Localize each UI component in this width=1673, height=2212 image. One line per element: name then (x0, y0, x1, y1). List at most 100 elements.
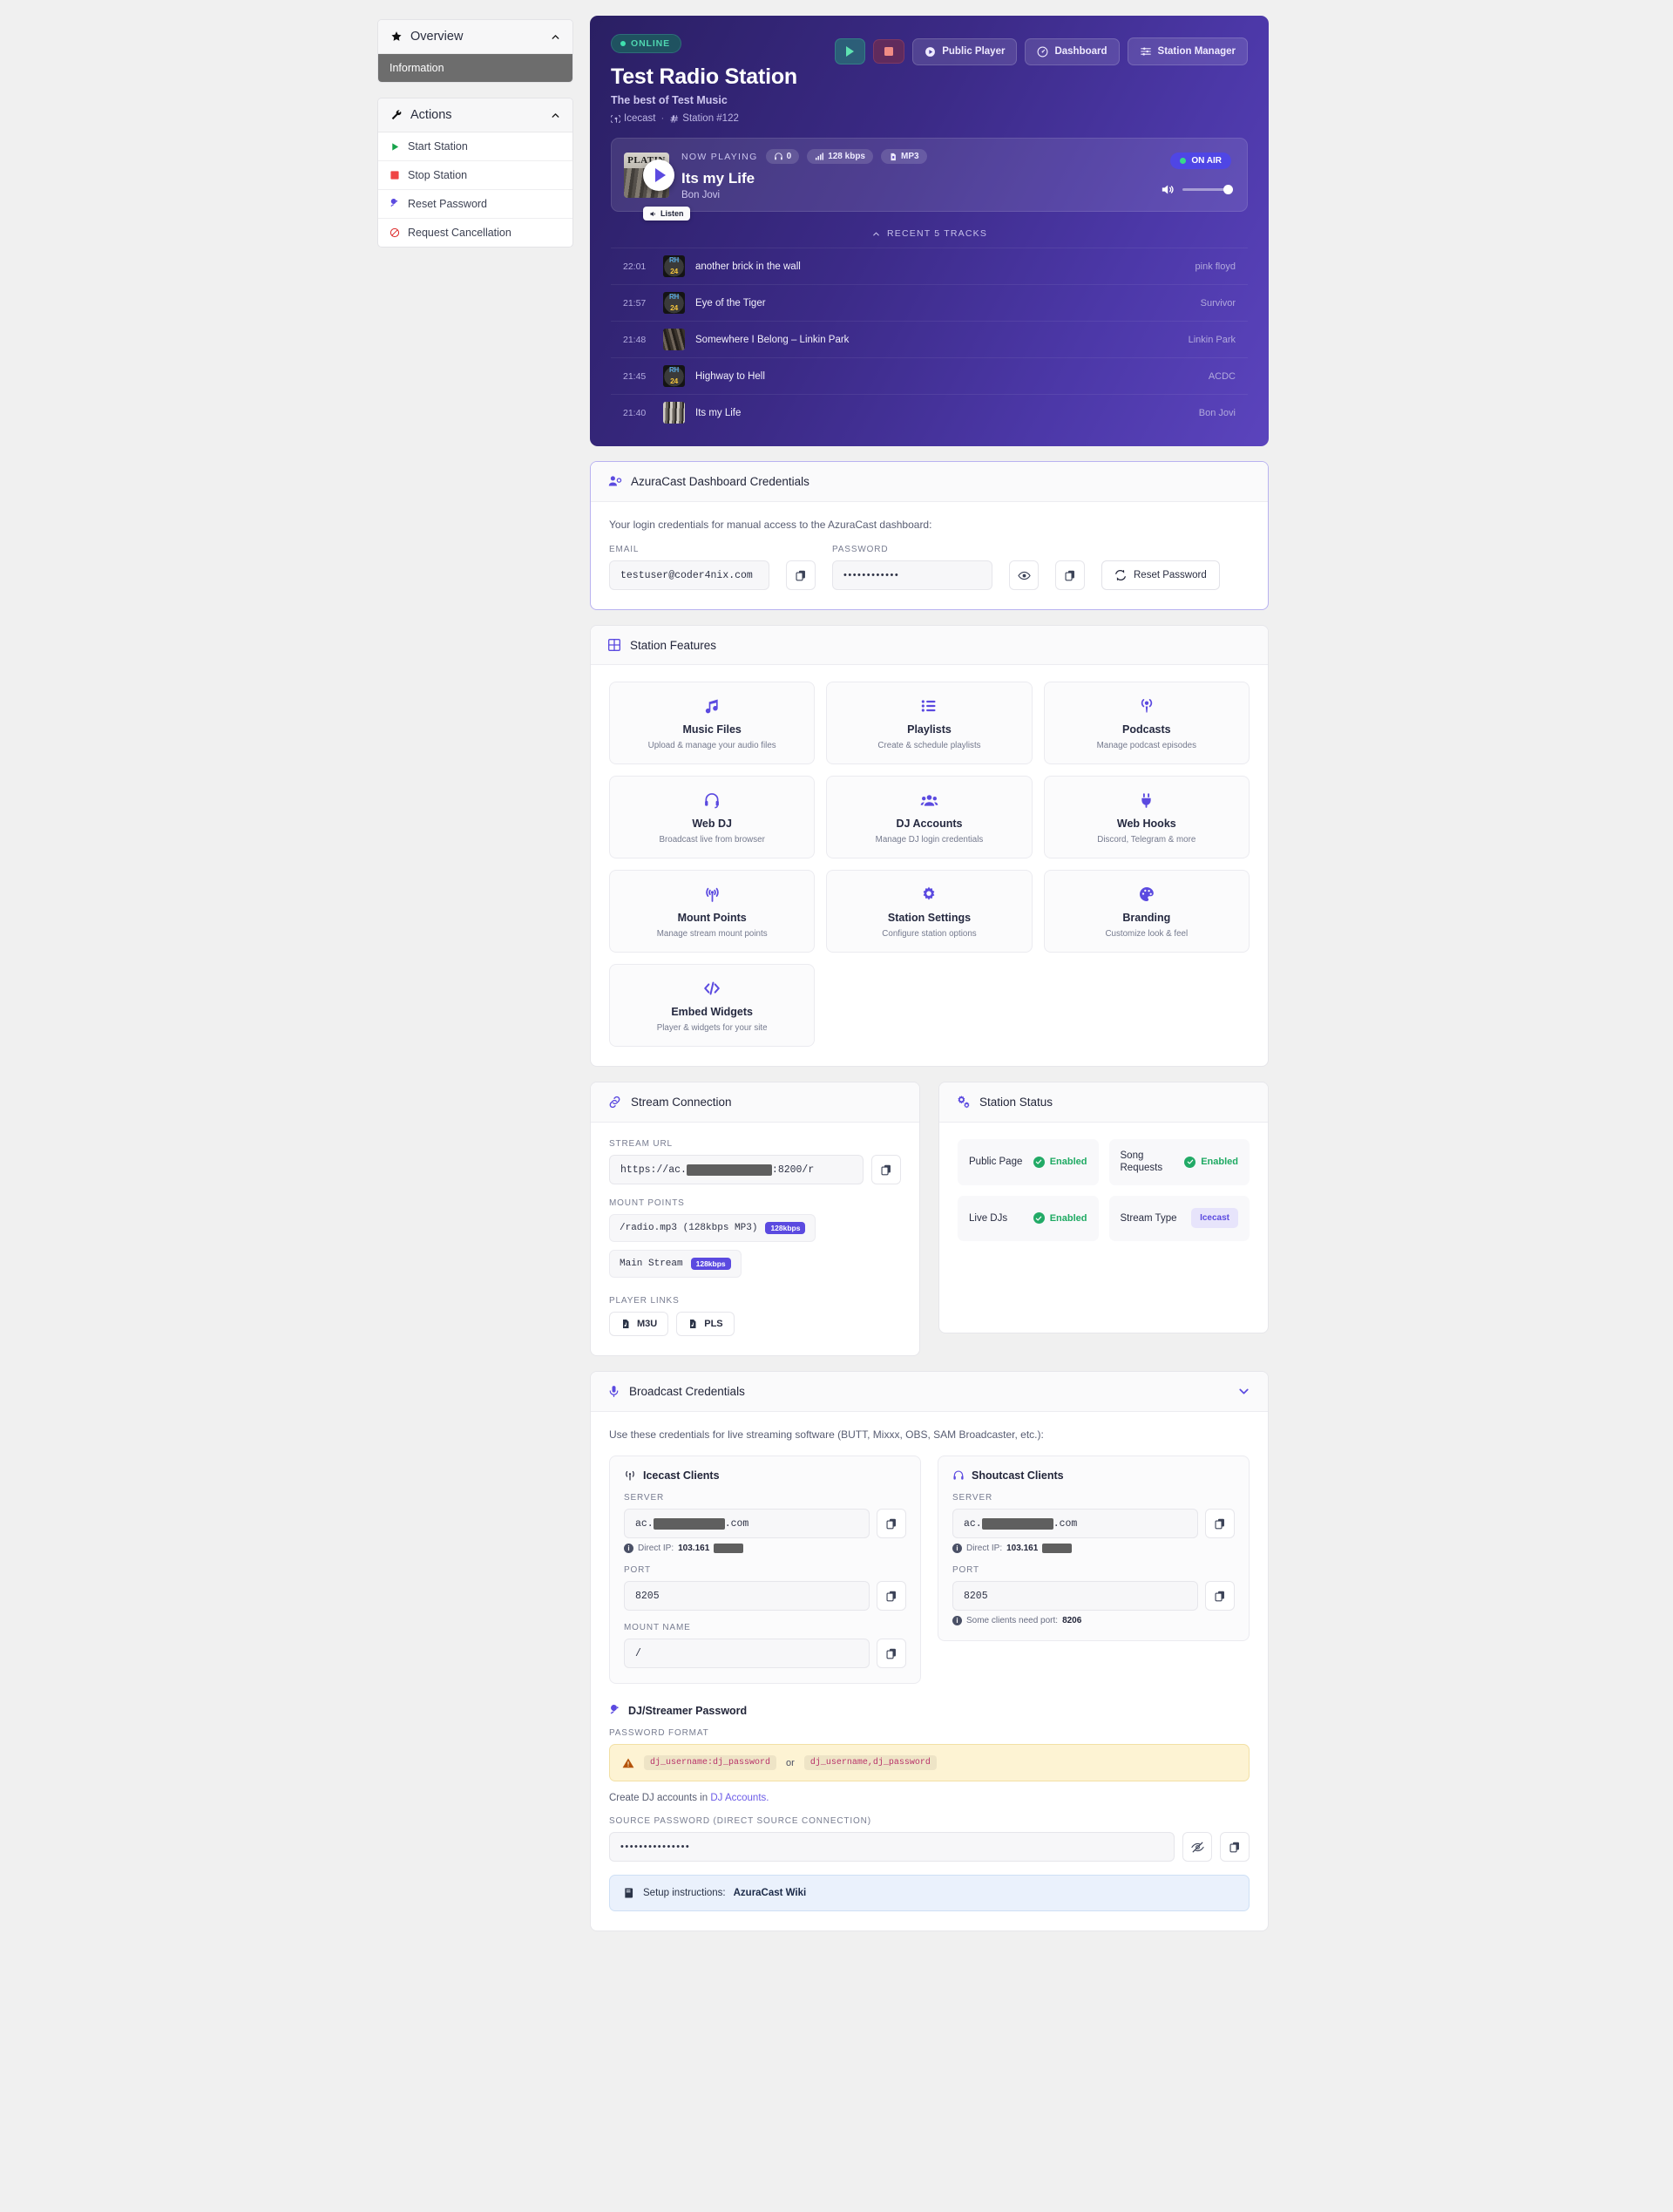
sidebar-item-start-station[interactable]: Start Station (378, 132, 572, 161)
track-artist: Linkin Park (1188, 334, 1236, 345)
chevron-up-icon[interactable] (550, 31, 561, 43)
sidebar-overview-header[interactable]: Overview (378, 20, 572, 54)
station-meta: Icecast · Station #122 (611, 113, 835, 124)
stream-status-row: Stream Connection STREAM URL https://ac.… (590, 1082, 1269, 1356)
meta-type-label: Icecast (624, 113, 656, 124)
volume-slider[interactable] (1182, 185, 1233, 194)
stream-title: Stream Connection (631, 1096, 732, 1109)
shoutcast-port-field[interactable]: 8205 (952, 1581, 1198, 1611)
feature-mount-points[interactable]: Mount Points Manage stream mount points (609, 870, 816, 953)
stream-url-field[interactable]: https://ac.:8200/r (609, 1155, 864, 1184)
copy-stream-url-button[interactable] (871, 1155, 901, 1184)
volume-control[interactable] (1160, 182, 1233, 197)
table-row[interactable]: 21:48 Somewhere I Belong – Linkin Park L… (611, 321, 1248, 357)
table-row[interactable]: 22:01 another brick in the wall pink flo… (611, 248, 1248, 284)
feature-podcasts[interactable]: Podcasts Manage podcast episodes (1043, 682, 1250, 764)
copy-source-password-button[interactable] (1220, 1832, 1250, 1862)
email-field[interactable]: testuser@coder4nix.com (609, 560, 769, 590)
feature-web-dj[interactable]: Web DJ Broadcast live from browser (609, 776, 816, 858)
stop-station-button[interactable] (873, 39, 905, 64)
dashboard-button[interactable]: Dashboard (1025, 37, 1120, 65)
sidebar-item-information[interactable]: Information (378, 54, 572, 82)
copy-icecast-mount-button[interactable] (877, 1639, 906, 1668)
table-row[interactable]: 21:45 Highway to Hell ACDC (611, 357, 1248, 394)
headphones-icon (774, 152, 783, 161)
icecast-mount-label: MOUNT NAME (624, 1623, 691, 1632)
star-icon (389, 31, 403, 44)
credentials-body: Your login credentials for manual access… (591, 502, 1268, 609)
volume-slider-knob[interactable] (1223, 185, 1233, 194)
dj-accounts-link[interactable]: DJ Accounts. (710, 1793, 769, 1803)
copy-email-button[interactable] (786, 560, 816, 590)
server-prefix: ac. (635, 1517, 654, 1530)
toggle-source-password-button[interactable] (1182, 1832, 1212, 1862)
feature-web-hooks[interactable]: Web Hooks Discord, Telegram & more (1043, 776, 1250, 858)
copy-icecast-server-button[interactable] (877, 1509, 906, 1538)
sidebar-item-label: Reset Password (408, 198, 488, 210)
feature-desc: Manage stream mount points (656, 929, 768, 939)
chevron-down-icon[interactable] (1236, 1384, 1251, 1399)
microphone-icon (607, 1385, 620, 1398)
feature-branding[interactable]: Branding Customize look & feel (1043, 870, 1250, 953)
sidebar-item-reset-password[interactable]: Reset Password (378, 190, 572, 219)
feature-embed-widgets[interactable]: Embed Widgets Player & widgets for your … (609, 964, 816, 1047)
station-manager-button[interactable]: Station Manager (1127, 37, 1248, 65)
recent-tracks-header[interactable]: RECENT 5 TRACKS (611, 228, 1248, 248)
azuracast-wiki-link[interactable]: AzuraCast Wiki (733, 1888, 807, 1898)
volume-icon[interactable] (1160, 182, 1175, 197)
play-button[interactable] (643, 159, 674, 191)
shoutcast-title: Shoutcast Clients (972, 1469, 1064, 1482)
mount-point-item[interactable]: /radio.mp3 (128kbps MP3) 128kbps (609, 1214, 816, 1242)
copy-icecast-port-button[interactable] (877, 1581, 906, 1611)
sidebar-item-stop-station[interactable]: Stop Station (378, 161, 572, 190)
start-station-button[interactable] (835, 38, 866, 64)
shoutcast-direct-ip-hint: i Direct IP: 103.161 (952, 1544, 1235, 1553)
public-player-button[interactable]: Public Player (912, 37, 1018, 65)
icecast-port-field[interactable]: 8205 (624, 1581, 870, 1611)
credentials-header: AzuraCast Dashboard Credentials (591, 462, 1268, 502)
server-suffix: .com (1053, 1517, 1078, 1530)
listen-button[interactable]: Listen (643, 207, 690, 221)
toggle-password-visibility-button[interactable] (1009, 560, 1039, 590)
table-row[interactable]: 21:57 Eye of the Tiger Survivor (611, 284, 1248, 321)
recent-tracks-title: RECENT 5 TRACKS (886, 228, 988, 239)
users-icon (836, 790, 1022, 810)
feature-station-settings[interactable]: Station Settings Configure station optio… (826, 870, 1033, 953)
hash-icon (669, 114, 679, 124)
mount-point-item[interactable]: Main Stream 128kbps (609, 1250, 742, 1278)
icecast-server-field[interactable]: ac. .com (624, 1509, 870, 1538)
track-time: 21:45 (623, 370, 647, 382)
password-field[interactable]: •••••••••••• (832, 560, 992, 590)
chevron-up-icon[interactable] (550, 110, 561, 121)
sidebar-actions-header[interactable]: Actions (378, 98, 572, 132)
features-body: Music Files Upload & manage your audio f… (591, 665, 1268, 1066)
track-title: Its my Life (695, 407, 742, 418)
feature-music-files[interactable]: Music Files Upload & manage your audio f… (609, 682, 816, 764)
m3u-link-button[interactable]: M3U (609, 1312, 669, 1336)
source-password-field[interactable]: ••••••••••••••• (609, 1832, 1175, 1862)
key-icon (609, 1705, 621, 1717)
feature-playlists[interactable]: Playlists Create & schedule playlists (826, 682, 1033, 764)
icecast-mount-field[interactable]: / (624, 1639, 870, 1668)
headphones-icon (952, 1469, 965, 1482)
copy-icon (885, 1517, 897, 1530)
redacted-host (981, 1517, 1053, 1530)
check-icon (1033, 1156, 1045, 1168)
icecast-port-label: PORT (624, 1565, 651, 1575)
sidebar-item-request-cancellation[interactable]: Request Cancellation (378, 219, 572, 247)
track-time: 21:48 (623, 334, 647, 345)
copy-shoutcast-port-button[interactable] (1205, 1581, 1235, 1611)
copy-password-button[interactable] (1055, 560, 1085, 590)
reset-password-button[interactable]: Reset Password (1101, 560, 1220, 590)
on-air-label: ON AIR (1191, 156, 1222, 166)
broadcast-header[interactable]: Broadcast Credentials (591, 1372, 1268, 1412)
credentials-title: AzuraCast Dashboard Credentials (631, 475, 809, 488)
shoutcast-server-field[interactable]: ac. .com (952, 1509, 1198, 1538)
password-field-group: PASSWORD •••••••••••• (832, 545, 992, 590)
meta-separator: · (660, 113, 665, 124)
pls-link-button[interactable]: PLS (676, 1312, 735, 1336)
feature-dj-accounts[interactable]: DJ Accounts Manage DJ login credentials (826, 776, 1033, 858)
station-status-card: Station Status Public Page Enabled Song … (938, 1082, 1269, 1333)
copy-shoutcast-server-button[interactable] (1205, 1509, 1235, 1538)
table-row[interactable]: 21:40 Its my Life Bon Jovi (611, 394, 1248, 431)
